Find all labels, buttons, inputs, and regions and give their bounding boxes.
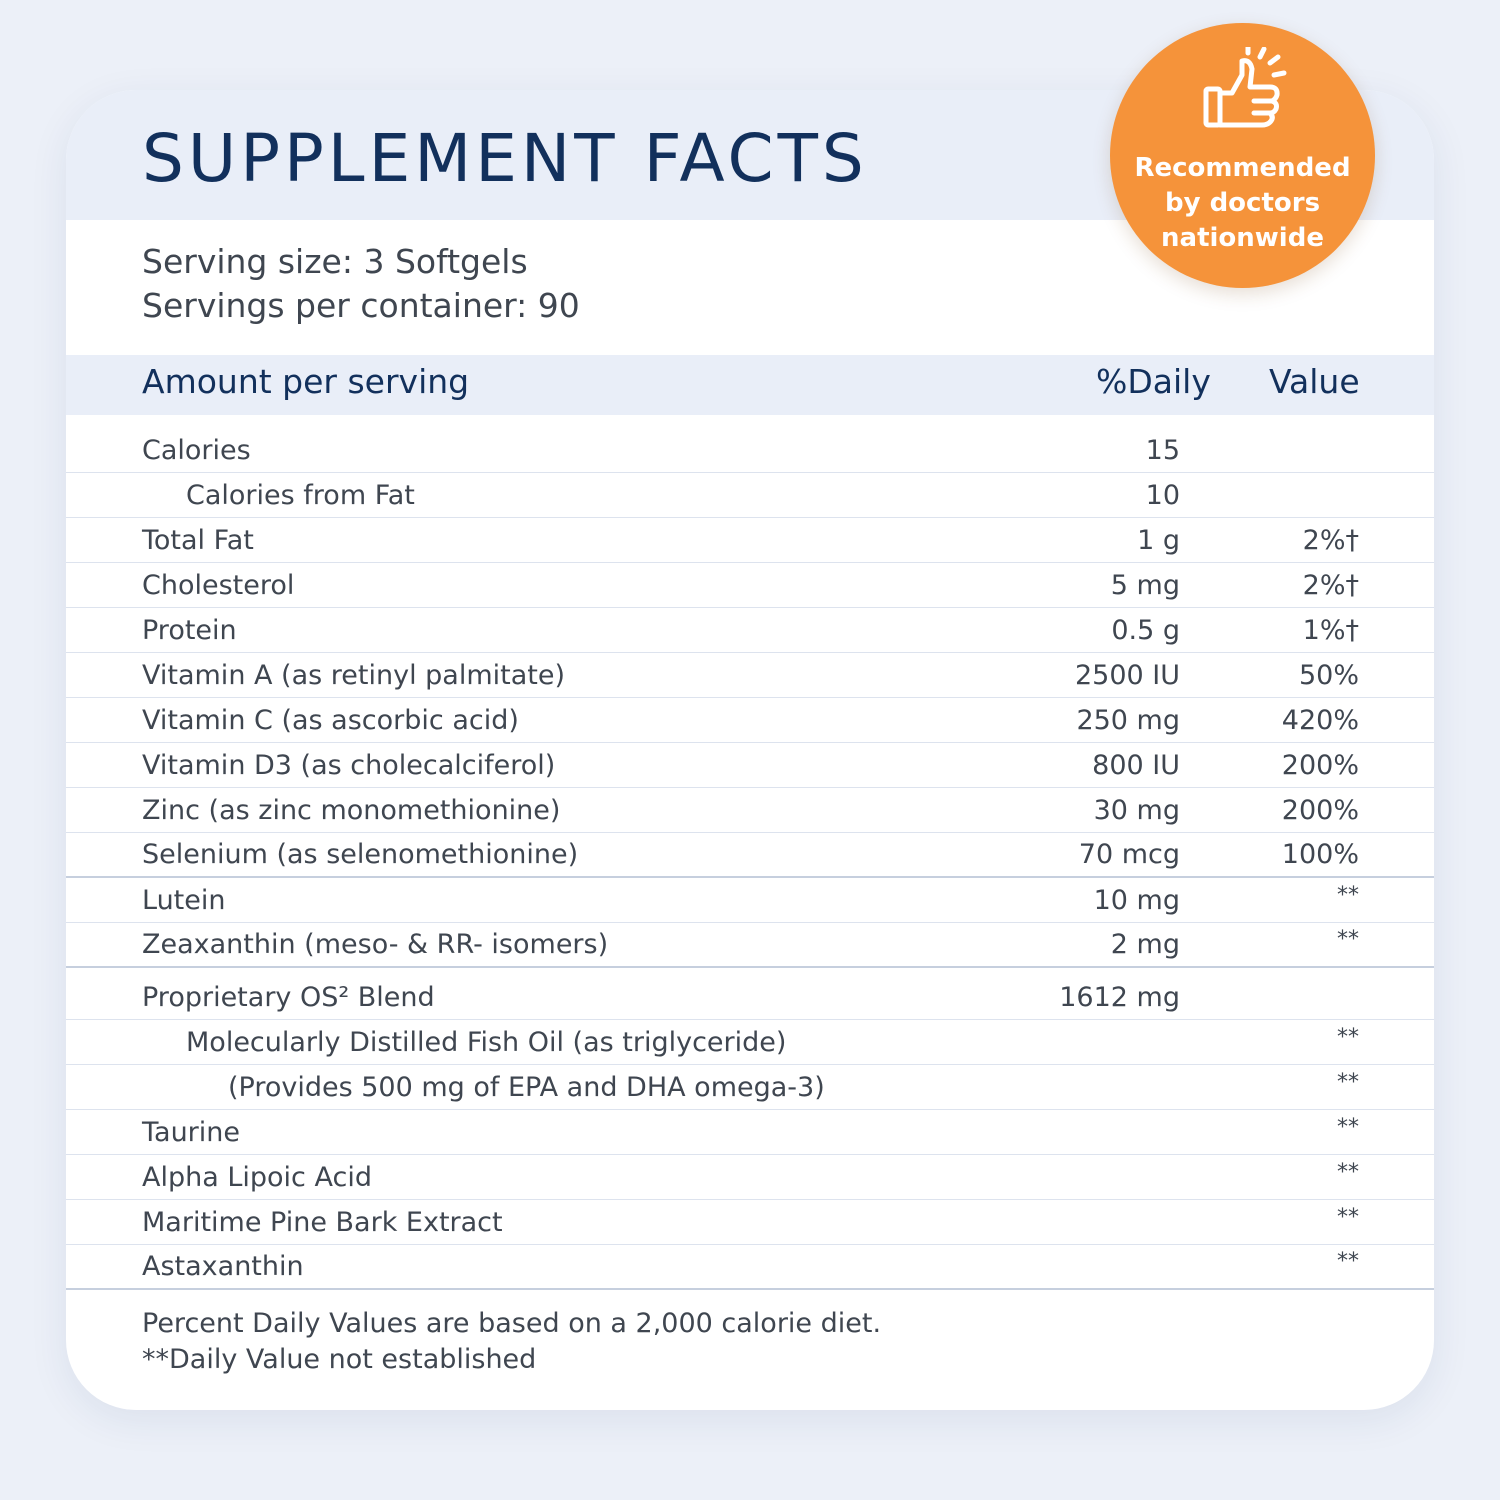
serving-size: Serving size: 3 Softgels	[142, 242, 528, 281]
table-row: Taurine **	[66, 1110, 1434, 1155]
nutrient-amount: 30 mg	[1093, 795, 1180, 826]
nutrient-daily-value: 2%†	[1302, 525, 1359, 556]
table-row: Astaxanthin **	[66, 1245, 1434, 1290]
nutrient-amount: 70 mcg	[1078, 839, 1180, 870]
nutrient-amount: 10	[1145, 480, 1180, 511]
nutrient-daily-value: 420%	[1281, 705, 1359, 736]
nutrient-name: Zeaxanthin (meso- & RR- isomers)	[142, 929, 609, 960]
footnote-not-established: **Daily Value not established	[142, 1344, 537, 1375]
table-row: Lutein 10 mg **	[66, 878, 1434, 923]
nutrient-name: Calories	[142, 435, 251, 466]
table-row: Zinc (as zinc monomethionine) 30 mg 200%	[66, 788, 1434, 833]
table-row: (Provides 500 mg of EPA and DHA omega-3)…	[66, 1065, 1434, 1110]
nutrient-name: Selenium (as selenomethionine)	[142, 839, 579, 870]
nutrient-daily-value: 200%	[1281, 795, 1359, 826]
table-row: Calories 15	[66, 428, 1434, 473]
nutrient-name: Cholesterol	[142, 570, 295, 601]
nutrient-name: Vitamin C (as ascorbic acid)	[142, 705, 519, 736]
table-header: Amount per serving %Daily Value	[66, 355, 1434, 415]
table-row: Vitamin C (as ascorbic acid) 250 mg 420%	[66, 698, 1434, 743]
footnote-daily-values: Percent Daily Values are based on a 2,00…	[142, 1308, 882, 1339]
nutrient-name: Lutein	[142, 885, 226, 916]
thumbs-up-icon	[1203, 47, 1287, 128]
nutrient-daily-value: 200%	[1281, 750, 1359, 781]
supplement-facts-panel: SUPPLEMENT FACTS Serving size: 3 Softgel…	[66, 90, 1434, 1410]
nutrient-name: Molecularly Distilled Fish Oil (as trigl…	[186, 1027, 787, 1058]
nutrient-name: Vitamin D3 (as cholecalciferol)	[142, 750, 556, 781]
nutrient-daily-value: **	[1337, 1115, 1359, 1140]
table-row: Molecularly Distilled Fish Oil (as trigl…	[66, 1020, 1434, 1065]
nutrient-daily-value: **	[1337, 1025, 1359, 1050]
nutrient-name: Maritime Pine Bark Extract	[142, 1207, 503, 1238]
nutrient-daily-value: 50%	[1298, 660, 1359, 691]
badge-line: nationwide	[1161, 223, 1324, 253]
nutrient-name: (Provides 500 mg of EPA and DHA omega-3)	[228, 1072, 825, 1103]
nutrient-daily-value: **	[1337, 883, 1359, 908]
nutrient-name: Zinc (as zinc monomethionine)	[142, 795, 561, 826]
nutrient-name: Taurine	[142, 1117, 241, 1148]
nutrient-amount: 15	[1145, 435, 1180, 466]
nutrient-name: Astaxanthin	[142, 1251, 304, 1282]
table-row: Calories from Fat 10	[66, 473, 1434, 518]
nutrient-amount: 0.5 g	[1111, 615, 1180, 646]
nutrient-amount: 1 g	[1137, 525, 1180, 556]
table-row: Proprietary OS² Blend 1612 mg	[66, 968, 1434, 1020]
table-row: Zeaxanthin (meso- & RR- isomers) 2 mg **	[66, 923, 1434, 968]
nutrient-amount: 2500 IU	[1074, 660, 1180, 691]
nutrient-amount: 5 mg	[1110, 570, 1180, 601]
nutrient-amount: 1612 mg	[1059, 982, 1180, 1013]
value-header: Value	[1269, 362, 1360, 401]
badge-text: Recommended by doctors nationwide	[1110, 151, 1375, 256]
table-row: Total Fat 1 g 2%†	[66, 518, 1434, 563]
table-row: Maritime Pine Bark Extract **	[66, 1200, 1434, 1245]
nutrient-name: Proprietary OS² Blend	[142, 982, 435, 1013]
nutrient-name: Alpha Lipoic Acid	[142, 1162, 372, 1193]
table-row: Selenium (as selenomethionine) 70 mcg 10…	[66, 833, 1434, 878]
nutrient-table: Calories 15 Calories from Fat 10 Total F…	[66, 428, 1434, 1290]
nutrient-amount: 2 mg	[1110, 929, 1180, 960]
table-row: Cholesterol 5 mg 2%†	[66, 563, 1434, 608]
nutrient-daily-value: 100%	[1281, 839, 1359, 870]
nutrient-daily-value: **	[1337, 1070, 1359, 1095]
table-row: Vitamin D3 (as cholecalciferol) 800 IU 2…	[66, 743, 1434, 788]
nutrient-daily-value: 2%†	[1302, 570, 1359, 601]
nutrient-name: Protein	[142, 615, 237, 646]
table-row: Vitamin A (as retinyl palmitate) 2500 IU…	[66, 653, 1434, 698]
footnotes: Percent Daily Values are based on a 2,00…	[142, 1306, 881, 1378]
daily-header: %Daily	[1096, 362, 1211, 401]
nutrient-name: Total Fat	[142, 525, 254, 556]
nutrient-daily-value: **	[1337, 1205, 1359, 1230]
amount-per-serving-header: Amount per serving	[142, 362, 470, 401]
nutrient-amount: 10 mg	[1093, 885, 1180, 916]
serving-info: Serving size: 3 Softgels Servings per co…	[142, 240, 580, 328]
nutrient-name: Vitamin A (as retinyl palmitate)	[142, 660, 566, 691]
nutrient-daily-value: **	[1337, 927, 1359, 952]
nutrient-amount: 250 mg	[1076, 705, 1180, 736]
nutrient-name: Calories from Fat	[186, 480, 415, 511]
nutrient-daily-value: 1%†	[1302, 615, 1359, 646]
recommended-badge: Recommended by doctors nationwide	[1110, 23, 1375, 288]
nutrient-amount: 800 IU	[1092, 750, 1180, 781]
badge-line: by doctors	[1164, 188, 1321, 218]
page-title: SUPPLEMENT FACTS	[142, 120, 868, 197]
nutrient-daily-value: **	[1337, 1160, 1359, 1185]
table-row: Protein 0.5 g 1%†	[66, 608, 1434, 653]
badge-line: Recommended	[1134, 153, 1351, 183]
nutrient-daily-value: **	[1337, 1249, 1359, 1274]
table-row: Alpha Lipoic Acid **	[66, 1155, 1434, 1200]
servings-per-container: Servings per container: 90	[142, 286, 580, 325]
